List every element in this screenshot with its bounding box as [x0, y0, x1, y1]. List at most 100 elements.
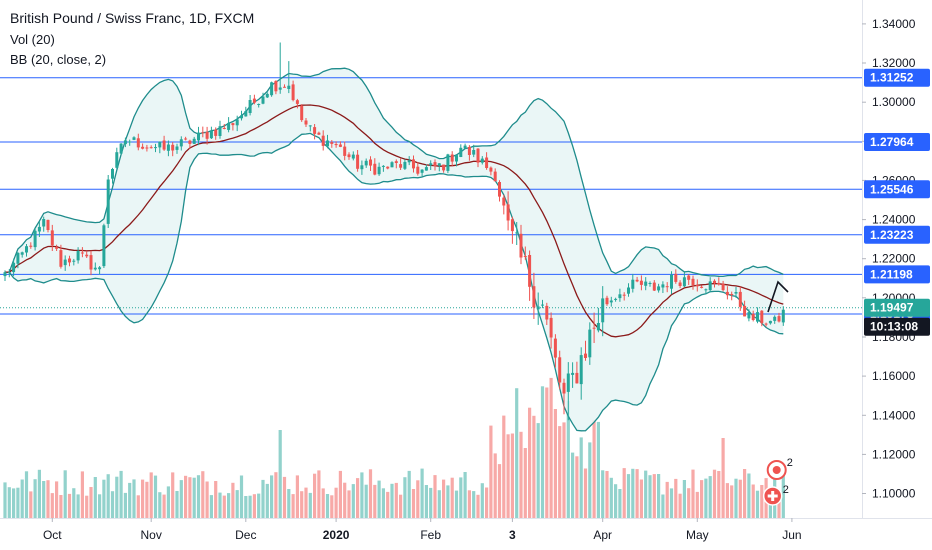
- candle-body: [179, 139, 183, 147]
- candle: [179, 136, 183, 151]
- candle-body: [158, 141, 162, 148]
- volume-bar: [545, 387, 549, 518]
- candle-body: [321, 135, 325, 146]
- candle-body: [416, 166, 420, 174]
- candle-body: [93, 267, 97, 270]
- swiss-flag-icon[interactable]: 2: [762, 484, 789, 506]
- candle: [730, 291, 734, 301]
- candle: [519, 224, 523, 265]
- candle: [588, 322, 592, 365]
- volume-bar: [239, 475, 244, 518]
- volume-bar: [3, 482, 7, 518]
- volume-bar: [497, 464, 502, 518]
- candle-body: [141, 146, 145, 149]
- candle-body: [756, 312, 759, 322]
- candle-body: [463, 145, 467, 149]
- candle: [558, 350, 562, 390]
- volume-bar: [717, 471, 721, 518]
- volume-bar: [377, 480, 381, 518]
- candle: [502, 194, 506, 215]
- candle-body: [265, 93, 269, 98]
- candle: [149, 145, 153, 149]
- candle: [424, 164, 428, 171]
- bollinger-indicator-label[interactable]: BB (20, close, 2): [10, 52, 106, 67]
- level-price-badge: 1.31252: [864, 68, 930, 87]
- volume-bar: [338, 470, 342, 518]
- candle: [618, 288, 622, 302]
- volume-bar: [80, 471, 84, 518]
- candle: [476, 148, 480, 168]
- candle: [283, 84, 286, 88]
- level-price-badge-bg: [864, 68, 930, 87]
- volume-bar: [575, 456, 579, 518]
- candle-body: [184, 138, 188, 140]
- candle-body: [442, 164, 446, 171]
- volume-bar: [571, 452, 575, 518]
- candle-body: [300, 105, 304, 121]
- volume-bar: [558, 426, 562, 518]
- candle: [373, 158, 377, 176]
- volume-bar: [747, 473, 751, 518]
- volume-bar: [171, 472, 175, 518]
- candle: [42, 216, 46, 232]
- calendar-event-icon[interactable]: 2: [766, 457, 793, 480]
- volume-bar: [227, 493, 231, 518]
- candle-body: [777, 316, 781, 322]
- calendar-event-count[interactable]: 2: [787, 457, 793, 469]
- volume-bar: [605, 471, 609, 518]
- candle: [171, 142, 175, 157]
- candle: [416, 162, 420, 176]
- candle: [111, 167, 114, 184]
- candle: [532, 272, 536, 319]
- volume-bar: [700, 480, 704, 518]
- swiss-flag-event-count[interactable]: 2: [783, 484, 789, 496]
- candle: [467, 145, 471, 161]
- volume-bar: [313, 473, 317, 518]
- candle-body: [209, 130, 213, 139]
- candle-body: [373, 163, 377, 175]
- candle-body: [72, 260, 76, 262]
- volume-indicator-label[interactable]: Vol (20): [10, 32, 55, 47]
- candle: [252, 94, 256, 105]
- candle-body: [498, 182, 501, 197]
- volume-bar: [287, 489, 291, 518]
- candle: [575, 361, 579, 384]
- chart-title[interactable]: British Pound / Swiss Franc, 1D, FXCM: [10, 10, 254, 26]
- candle-body: [248, 100, 252, 113]
- candle-body: [519, 233, 523, 258]
- candle-body: [566, 373, 570, 392]
- candle-body: [102, 225, 106, 267]
- volume-bar: [93, 477, 97, 518]
- candle-body: [605, 297, 609, 305]
- volume-bar: [282, 476, 287, 518]
- candle: [29, 242, 33, 249]
- candle-body: [7, 272, 11, 274]
- candle: [700, 285, 704, 289]
- level-price-badge-text: 1.25546: [870, 182, 914, 196]
- candle: [313, 124, 317, 140]
- volume-bar: [777, 490, 781, 518]
- candle: [106, 175, 110, 228]
- candle-body: [399, 164, 403, 168]
- chart-legend[interactable]: British Pound / Swiss Franc, 1D, FXCM Vo…: [10, 10, 254, 67]
- candle: [670, 271, 673, 295]
- price-tick-label: 1.10000: [872, 487, 916, 501]
- candle: [751, 310, 755, 322]
- candle: [80, 247, 84, 258]
- candle-body: [420, 169, 424, 173]
- candle: [523, 246, 527, 260]
- candle: [270, 81, 274, 97]
- candle: [132, 136, 136, 141]
- candle-body: [510, 219, 514, 232]
- volume-bar: [588, 442, 592, 518]
- time-axis[interactable]: Oct Nov Dec 2020 Feb 3 Apr May Jun: [43, 518, 802, 542]
- volume-bar: [622, 468, 626, 518]
- time-tick-label: Oct: [43, 528, 62, 542]
- candle: [197, 126, 200, 146]
- candles-layer: [3, 42, 785, 421]
- candle: [119, 143, 123, 155]
- candle-body: [455, 155, 458, 162]
- events-layer[interactable]: 22: [762, 457, 793, 506]
